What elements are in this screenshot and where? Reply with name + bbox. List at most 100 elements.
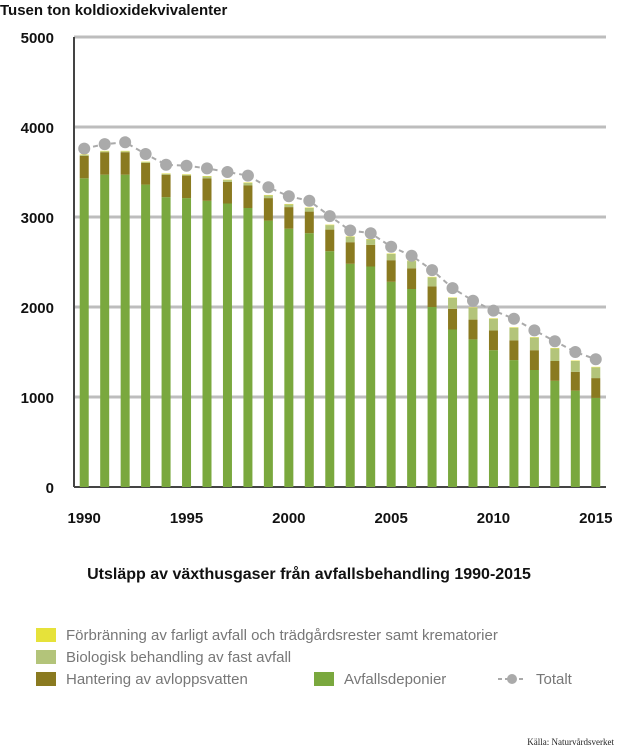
bar-segment: [509, 360, 519, 487]
total-line: [84, 141, 597, 361]
bar-segment: [529, 350, 539, 370]
bar-segment: [366, 244, 376, 267]
bar-segment: [591, 397, 601, 487]
legend-swatch: [314, 672, 334, 686]
bar-segment: [366, 239, 376, 245]
bar-segment: [100, 174, 110, 487]
bar-segment: [304, 233, 314, 487]
legend-item-totalt: Totalt: [498, 671, 572, 688]
bar-segment: [120, 174, 130, 487]
bar-segment: [468, 339, 478, 487]
bar-segment: [345, 263, 355, 487]
x-tick-label: 2015: [579, 510, 612, 527]
bar-segment: [202, 200, 212, 488]
bar-segment: [222, 181, 232, 204]
total-point: [323, 210, 336, 223]
legend-label: Förbränning av farligt avfall och trädgå…: [66, 626, 498, 644]
bar-segment: [448, 329, 458, 487]
bar-segment: [591, 378, 601, 398]
bar-segment: [284, 204, 294, 208]
bar-segment: [407, 289, 417, 487]
legend-label: Totalt: [536, 670, 572, 688]
bar-segment: [263, 220, 273, 487]
bar-segment: [468, 307, 478, 320]
legend-swatch: [36, 650, 56, 664]
bar-segment: [488, 350, 498, 487]
bar-segment: [202, 176, 212, 179]
total-point: [528, 324, 541, 337]
bar-segment: [182, 174, 192, 176]
bar-segment: [182, 175, 192, 199]
x-tick-label: 2000: [272, 510, 305, 527]
y-tick-label: 0: [46, 480, 54, 497]
bar-segment: [161, 173, 171, 175]
bar-segment: [407, 268, 417, 289]
total-point: [385, 240, 398, 253]
x-tick-label: 2005: [374, 510, 407, 527]
total-point: [282, 190, 295, 203]
bar-segment: [222, 180, 232, 182]
bar-segment: [79, 178, 89, 488]
y-axis-title: Tusen ton koldioxidekvivalenter: [0, 2, 228, 19]
bar-segment: [100, 152, 110, 175]
bar-segment: [202, 178, 212, 201]
bar-segment: [386, 253, 396, 261]
bar-segment: [386, 281, 396, 487]
bar-segment: [141, 163, 151, 185]
bar-segment: [263, 195, 273, 199]
total-point: [119, 136, 132, 149]
bar-segment: [570, 390, 580, 487]
bar-segment: [79, 154, 89, 156]
bar-segment: [591, 367, 601, 379]
bar-segment: [141, 162, 151, 163]
bar-chart: 0 1000 2000 3000 4000 5000 1990 1995 2000 2005 201…: [21, 30, 613, 527]
chart-title: Utsläpp av växthusgaser från avfallsbeha…: [87, 566, 531, 583]
bar-segment: [325, 225, 335, 230]
total-point: [98, 138, 111, 151]
bar-segment: [529, 337, 539, 351]
legend-label: Hantering av avloppsvatten: [66, 670, 248, 688]
bar-segment: [161, 197, 171, 487]
bar-segment: [141, 184, 151, 487]
total-point: [201, 162, 213, 175]
total-point: [180, 159, 193, 172]
bar-segment: [407, 261, 417, 269]
bar-segment: [79, 155, 89, 179]
total-point: [487, 304, 500, 317]
legend-label: Avfallsdeponier: [344, 670, 447, 688]
bar-segment: [222, 203, 232, 487]
bar-segment: [550, 361, 560, 381]
legend-swatch: [36, 672, 56, 686]
bar-segment: [468, 319, 478, 340]
bar-segment: [509, 340, 519, 361]
bar-segment: [509, 327, 519, 341]
bar-segment: [550, 348, 560, 361]
bar-segment: [366, 266, 376, 487]
bar-segment: [284, 207, 294, 229]
bar-segment: [427, 307, 437, 487]
bar-segment: [120, 152, 130, 175]
bar-segment: [427, 277, 437, 287]
total-point: [78, 142, 91, 155]
bar-segment: [345, 242, 355, 264]
bar-segment: [325, 251, 335, 487]
total-point: [221, 166, 234, 178]
total-point: [364, 227, 377, 240]
y-tick-label: 2000: [21, 300, 54, 317]
bar-segment: [448, 308, 458, 330]
legend-line-marker: [498, 674, 526, 684]
legend: Förbränning av farligt avfall och trädgå…: [36, 624, 572, 690]
bar-segment: [243, 182, 253, 186]
bar-segment: [427, 286, 437, 307]
bar-segment: [386, 260, 396, 282]
y-tick-label: 4000: [21, 120, 54, 137]
bar-segment: [488, 330, 498, 351]
total-point: [303, 194, 316, 207]
total-point: [569, 346, 582, 358]
bar-segment: [345, 236, 355, 243]
total-point: [241, 169, 254, 182]
bar-segment: [120, 151, 130, 153]
total-point: [139, 148, 152, 160]
legend-row: Hantering av avloppsvatten Avfallsdeponi…: [36, 668, 572, 690]
y-tick-label: 3000: [21, 210, 54, 227]
